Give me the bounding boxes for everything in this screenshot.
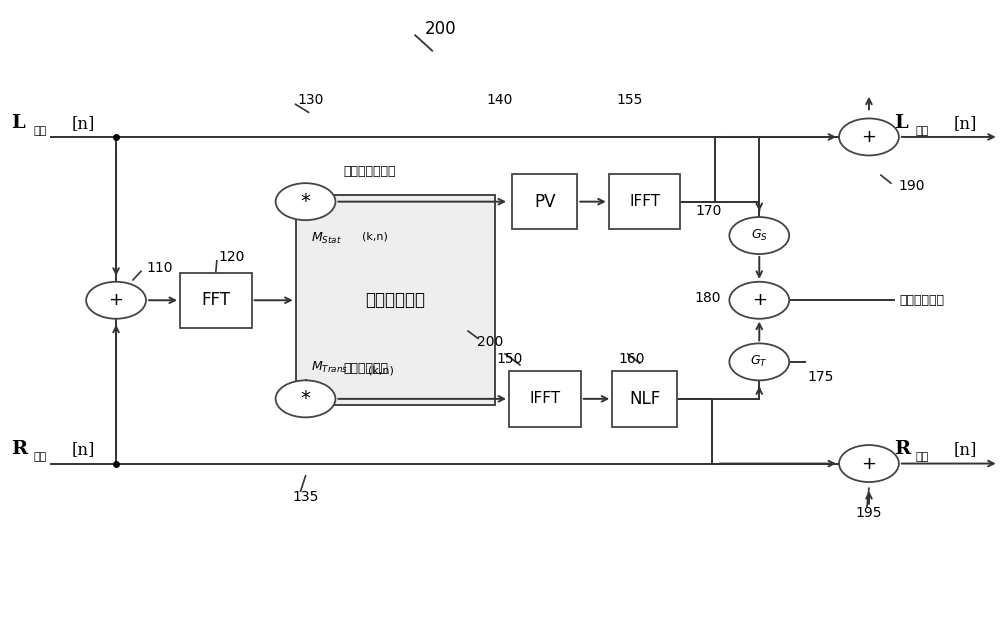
Text: 140: 140: [487, 93, 513, 107]
Text: IFFT: IFFT: [529, 391, 560, 406]
Text: 输出: 输出: [916, 452, 929, 462]
Text: [n]: [n]: [954, 441, 977, 458]
Text: [n]: [n]: [71, 115, 95, 132]
Text: R: R: [894, 440, 910, 458]
Text: 130: 130: [297, 93, 324, 107]
Text: 180: 180: [695, 292, 721, 305]
Bar: [609, 174, 680, 230]
Circle shape: [729, 217, 789, 254]
Text: IFFT: IFFT: [629, 194, 660, 209]
Circle shape: [276, 380, 335, 417]
Text: 信号分离单元: 信号分离单元: [365, 292, 425, 310]
Circle shape: [276, 183, 335, 220]
Text: L: L: [894, 114, 908, 132]
Text: 瞬态信号部分: 瞬态信号部分: [343, 363, 388, 376]
Text: R: R: [11, 440, 27, 458]
Text: 准稳态信号部分: 准稳态信号部分: [343, 165, 396, 178]
Text: 输入: 输入: [33, 126, 47, 136]
Text: 160: 160: [618, 352, 645, 366]
Bar: [612, 371, 677, 426]
Text: 输出: 输出: [916, 126, 929, 136]
Text: FFT: FFT: [201, 292, 230, 310]
Bar: [509, 371, 581, 426]
Text: L: L: [11, 114, 25, 132]
Bar: [296, 196, 495, 405]
Text: +: +: [109, 292, 124, 310]
Text: *: *: [301, 389, 310, 409]
Text: 200: 200: [477, 334, 503, 348]
Text: 150: 150: [497, 352, 523, 366]
Text: [n]: [n]: [954, 115, 977, 132]
Text: 输入: 输入: [33, 452, 47, 462]
Text: 155: 155: [616, 93, 643, 107]
Circle shape: [729, 344, 789, 380]
Text: +: +: [861, 128, 876, 146]
Text: *: *: [301, 192, 310, 211]
Text: 120: 120: [219, 250, 245, 264]
Text: $G_S$: $G_S$: [751, 228, 768, 243]
Text: $M_{Stat}$: $M_{Stat}$: [311, 232, 341, 246]
Bar: [180, 272, 252, 328]
Text: (k,n): (k,n): [368, 365, 394, 376]
Circle shape: [839, 445, 899, 482]
Text: 175: 175: [807, 370, 834, 384]
Text: 195: 195: [856, 506, 882, 520]
Text: (k,n): (k,n): [362, 232, 388, 241]
Circle shape: [86, 282, 146, 319]
Text: 110: 110: [146, 261, 172, 275]
Text: $M_{Trans}$: $M_{Trans}$: [311, 360, 348, 376]
Text: PV: PV: [534, 193, 556, 210]
Text: $G_T$: $G_T$: [750, 354, 768, 370]
Text: [n]: [n]: [71, 441, 95, 458]
Circle shape: [729, 282, 789, 319]
Text: 200: 200: [424, 20, 456, 38]
Bar: [512, 174, 577, 230]
Text: 190: 190: [899, 180, 925, 193]
Text: +: +: [752, 292, 767, 310]
Text: NLF: NLF: [629, 390, 660, 408]
Text: 170: 170: [695, 204, 721, 218]
Circle shape: [839, 118, 899, 155]
Text: 135: 135: [292, 490, 319, 504]
Text: +: +: [861, 454, 876, 472]
Text: 低音增强输出: 低音增强输出: [899, 294, 944, 307]
